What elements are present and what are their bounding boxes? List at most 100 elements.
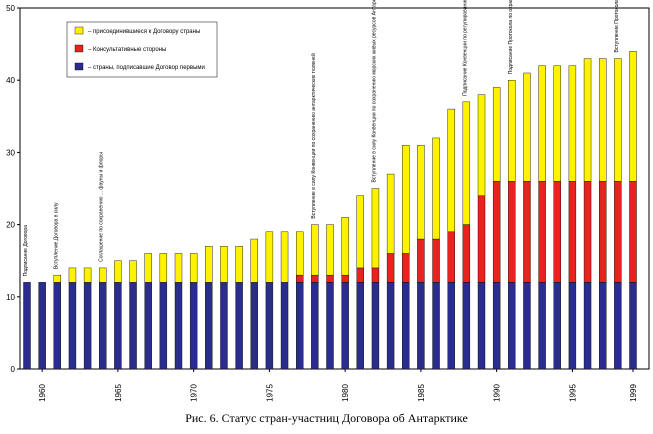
event-annotation: Подписание Протокола по охране окружающе…: [507, 0, 514, 74]
bar-segment: [553, 181, 561, 283]
bar-segment: [296, 274, 304, 283]
bar-segment: [371, 282, 380, 370]
event-annotation: Вступление Договора в силу: [53, 202, 59, 269]
bar-segment: [629, 282, 637, 370]
legend-swatch: [74, 26, 84, 35]
bar-segment: [23, 282, 31, 370]
bar-segment: [341, 217, 349, 276]
event-annotation: Подписание Конвенции по регулированию ос…: [462, 0, 468, 96]
bar-segment: [53, 282, 61, 370]
bar-segment: [83, 267, 92, 283]
bar-segment: [129, 282, 137, 370]
figure-caption: Рис. 6. Статус стран-участниц Договора о…: [185, 411, 468, 425]
bar-segment: [205, 246, 213, 283]
bar-segment: [477, 195, 486, 283]
bar-segment: [356, 195, 364, 269]
bar-segment: [326, 282, 334, 370]
bar-segment: [296, 231, 304, 276]
bar-segment: [68, 282, 77, 370]
bar-segment: [386, 282, 395, 370]
x-tick-label: 1960: [38, 384, 47, 402]
bar-segment: [174, 282, 183, 370]
bar-segment: [432, 137, 440, 240]
x-tick-label: 1995: [568, 384, 577, 402]
bar-segment: [417, 282, 425, 370]
x-tick-label: 1975: [265, 384, 274, 402]
legend-swatch: [74, 62, 84, 71]
event-annotation: Вступление в силу Конвенции по сохранени…: [310, 53, 317, 218]
legend-box: [66, 21, 218, 78]
x-tick-label: 1985: [417, 384, 426, 402]
x-tick-label: 1999: [629, 384, 638, 402]
bar-segment: [83, 282, 92, 370]
bar-segment: [492, 181, 501, 283]
bar-segment: [492, 282, 501, 370]
bar-segment: [356, 267, 364, 283]
y-tick-label: 30: [6, 148, 15, 157]
bar-segment: [614, 181, 622, 283]
bar-segment: [250, 238, 258, 283]
legend-swatch: [74, 44, 84, 53]
bar-segment: [462, 282, 471, 370]
bar-segment: [553, 65, 561, 182]
bar-segment: [220, 282, 228, 370]
legend-label: – присоединившиеся к Договору страны: [88, 29, 200, 35]
bar-segment: [311, 282, 319, 370]
bar-segment: [417, 238, 425, 283]
bar-segment: [462, 224, 471, 283]
bar-segment: [280, 231, 289, 283]
bar-segment: [614, 58, 622, 182]
bar-segment: [235, 246, 243, 283]
bar-segment: [568, 282, 577, 370]
bar-segment: [583, 282, 592, 370]
x-tick-label: 1965: [114, 384, 123, 402]
x-tick-label: 1990: [493, 384, 502, 402]
bar-segment: [129, 260, 137, 283]
bar-segment: [189, 253, 198, 283]
bar-segment: [220, 246, 228, 283]
bar-segment: [311, 224, 319, 276]
bar-segment: [68, 267, 77, 283]
bar-segment: [477, 94, 486, 196]
bar-segment: [53, 274, 61, 283]
bar-segment: [159, 282, 168, 370]
bar-segment: [629, 181, 637, 283]
y-tick-label: 40: [6, 76, 15, 85]
bar-segment: [386, 173, 395, 254]
bar-segment: [432, 282, 440, 370]
antarctic-treaty-chart: 0 10 20 30 40 50 1960 1965 1970 1975 1980 1985 1990 1…: [6, 0, 650, 402]
bar-segment: [144, 253, 152, 283]
bar-segment: [447, 231, 455, 283]
bar-segment: [538, 65, 546, 182]
event-annotation: Подписание Договора: [23, 225, 29, 277]
bar-segment: [583, 58, 592, 182]
x-tick-label: 1980: [341, 384, 350, 402]
bar-segment: [447, 282, 455, 370]
bar-segment: [235, 282, 243, 370]
bar-segment: [38, 282, 46, 370]
y-tick-label: 50: [6, 4, 15, 13]
bar-segment: [326, 274, 334, 283]
bar-segment: [326, 224, 334, 276]
bar-segment: [402, 282, 410, 370]
bar-segment: [159, 253, 168, 283]
bar-segment: [492, 87, 501, 182]
legend-label: – страны, подписавшие Договор первыми: [88, 65, 205, 71]
event-annotation: Вступление в силу Конвенции по сохранени…: [371, 0, 377, 183]
bar-segment: [341, 282, 349, 370]
bar-segment: [568, 65, 577, 182]
bar-segment: [508, 181, 516, 283]
bar-segment: [599, 58, 607, 182]
bar-segment: [523, 282, 531, 370]
bar-segment: [265, 231, 274, 283]
bar-segment: [114, 260, 122, 283]
bar-segment: [523, 72, 531, 182]
bar-segment: [189, 282, 198, 370]
bar-segment: [311, 274, 319, 283]
bar-segment: [250, 282, 258, 370]
bar-segment: [402, 253, 410, 283]
y-tick-label: 20: [6, 221, 15, 230]
bar-segment: [599, 282, 607, 370]
bar-segment: [386, 253, 395, 283]
y-tick-label: 10: [6, 293, 15, 302]
